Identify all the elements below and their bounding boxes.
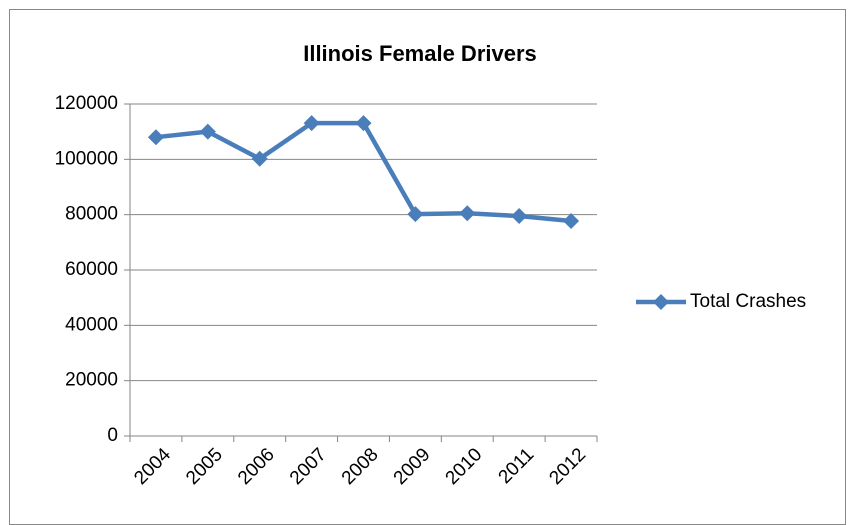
y-tick-label: 0 bbox=[107, 425, 118, 446]
y-tick-label: 80000 bbox=[65, 204, 118, 225]
legend-marker bbox=[653, 294, 669, 310]
chart-border bbox=[9, 9, 846, 525]
y-tick-label: 120000 bbox=[55, 93, 118, 114]
marker bbox=[459, 205, 476, 222]
marker bbox=[147, 129, 164, 146]
chart-title: Illinois Female Drivers bbox=[303, 41, 537, 66]
y-tick-label: 40000 bbox=[65, 314, 118, 335]
legend-label: Total Crashes bbox=[690, 291, 806, 312]
marker bbox=[407, 206, 424, 223]
marker bbox=[563, 213, 580, 230]
marker bbox=[251, 150, 268, 167]
y-tick-label: 100000 bbox=[55, 148, 118, 169]
marker bbox=[303, 115, 320, 132]
marker bbox=[355, 115, 372, 132]
marker bbox=[511, 208, 528, 225]
marker bbox=[199, 123, 216, 140]
y-tick-label: 60000 bbox=[65, 259, 118, 280]
y-tick-label: 20000 bbox=[65, 370, 118, 391]
